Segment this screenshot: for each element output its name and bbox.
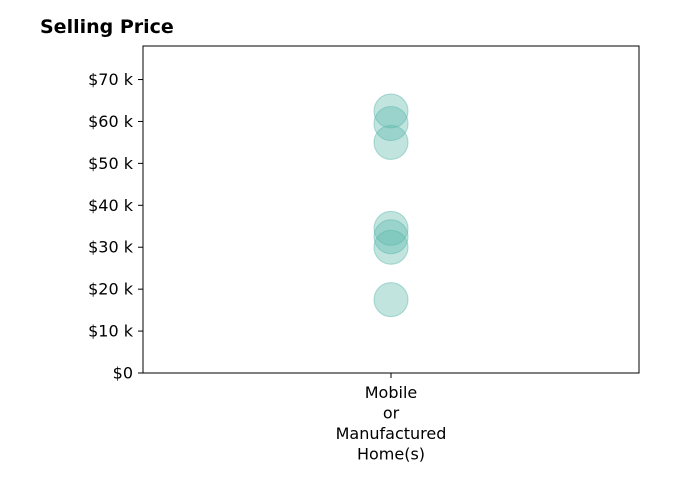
y-tick-label: $70 k	[88, 70, 134, 89]
plot-area	[142, 45, 640, 374]
data-points	[373, 93, 409, 318]
x-tick-label: Mobile or Manufactured Home(s)	[336, 383, 447, 464]
data-point	[373, 219, 409, 255]
y-axis: $0 $10 k $20 k $30 k $40 k $50 k $60 k $70 k	[88, 70, 143, 383]
y-tick-label: $10 k	[88, 322, 134, 341]
data-point	[373, 106, 409, 142]
y-tick-label: $0	[113, 364, 133, 383]
x-axis: Mobile or Manufactured Home(s)	[336, 373, 447, 464]
y-tick-label: $60 k	[88, 112, 134, 131]
data-point	[373, 282, 409, 318]
y-tick-label: $20 k	[88, 280, 134, 299]
y-tick-label: $30 k	[88, 238, 134, 257]
data-point	[373, 124, 409, 160]
x-tick-label-line: or	[383, 404, 400, 423]
chart-title: Selling Price	[40, 16, 174, 38]
x-tick-label-line: Home(s)	[357, 445, 425, 464]
x-tick-label-line: Mobile	[365, 383, 417, 402]
y-tick-label: $40 k	[88, 196, 134, 215]
data-point	[373, 93, 409, 129]
data-point	[373, 229, 409, 265]
data-point	[373, 210, 409, 246]
y-tick-label: $50 k	[88, 154, 134, 173]
x-tick-label-line: Manufactured	[336, 424, 447, 443]
